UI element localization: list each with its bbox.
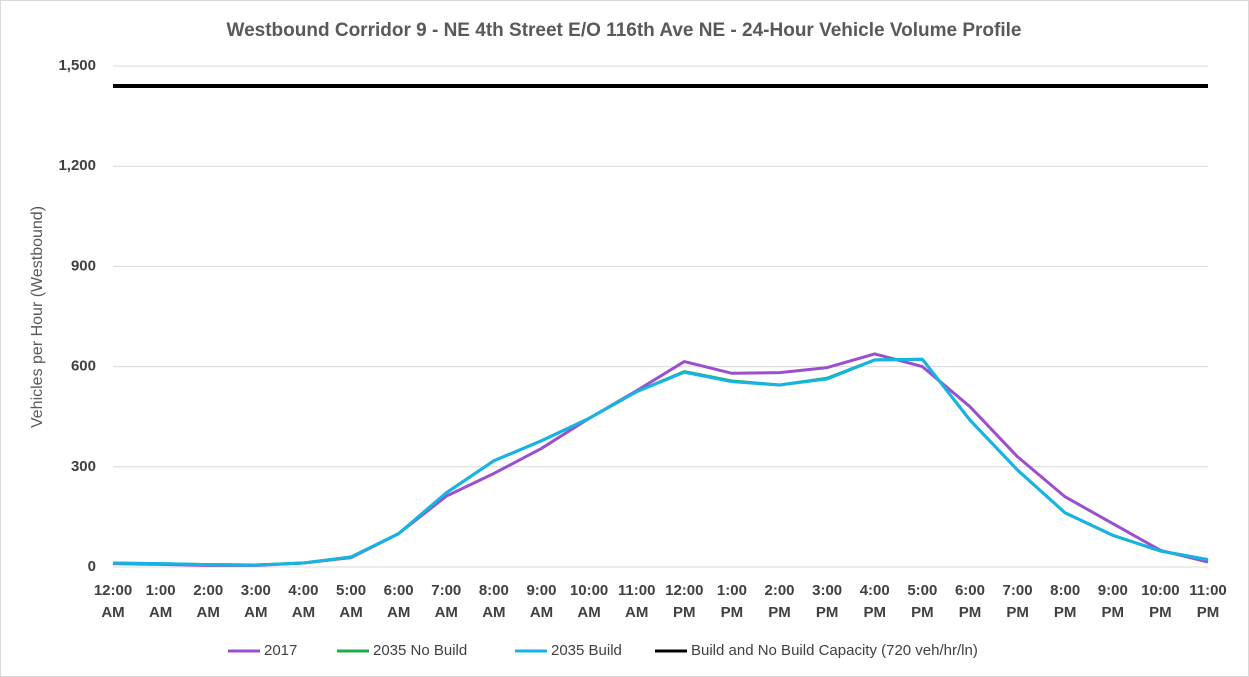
x-tick-label: 2:00 AM <box>193 582 223 621</box>
x-tick-label: 8:00 PM <box>1050 582 1080 621</box>
x-tick-label: 7:00 AM <box>431 582 461 621</box>
x-tick-label: 5:00 PM <box>907 582 937 621</box>
x-tick-label: 3:00 PM <box>812 582 842 621</box>
y-tick-label: 1,200 <box>58 157 96 174</box>
y-tick-label: 1,500 <box>58 57 96 74</box>
x-tick-label: 5:00 AM <box>336 582 366 621</box>
x-tick-label: 6:00 PM <box>955 582 985 621</box>
x-tick-label: 11:00 AM <box>618 582 656 621</box>
x-tick-label: 10:00 AM <box>570 582 608 621</box>
x-tick-label: 1:00 PM <box>717 582 747 621</box>
y-tick-label: 0 <box>88 558 96 575</box>
x-tick-label: 1:00 AM <box>146 582 176 621</box>
x-tick-label: 9:00 PM <box>1098 582 1128 621</box>
x-tick-label: 12:00 AM <box>94 582 132 621</box>
x-tick-label: 7:00 PM <box>1003 582 1033 621</box>
legend-label: 2017 <box>264 642 297 659</box>
x-tick-label: 6:00 AM <box>384 582 414 621</box>
y-tick-label: 900 <box>71 257 96 274</box>
y-tick-label: 300 <box>71 458 96 475</box>
y-axis-title: Vehicles per Hour (Westbound) <box>29 206 46 428</box>
series-line <box>112 357 1209 567</box>
x-tick-label: 9:00 AM <box>526 582 556 621</box>
legend-label: 2035 Build <box>551 642 622 659</box>
chart-title: Westbound Corridor 9 - NE 4th Street E/O… <box>226 20 1021 41</box>
x-tick-label: 10:00 PM <box>1141 582 1179 621</box>
x-tick-label: 12:00 PM <box>665 582 703 621</box>
x-tick-label: 2:00 PM <box>765 582 795 621</box>
x-tick-label: 3:00 AM <box>241 582 271 621</box>
x-tick-label: 8:00 AM <box>479 582 509 621</box>
legend-label: 2035 No Build <box>373 642 467 659</box>
x-tick-label: 11:00 PM <box>1189 582 1227 621</box>
x-tick-label: 4:00 AM <box>288 582 318 621</box>
y-tick-label: 600 <box>71 358 96 375</box>
x-tick-label: 4:00 PM <box>860 582 890 621</box>
legend-label: Build and No Build Capacity (720 veh/hr/… <box>691 642 978 659</box>
